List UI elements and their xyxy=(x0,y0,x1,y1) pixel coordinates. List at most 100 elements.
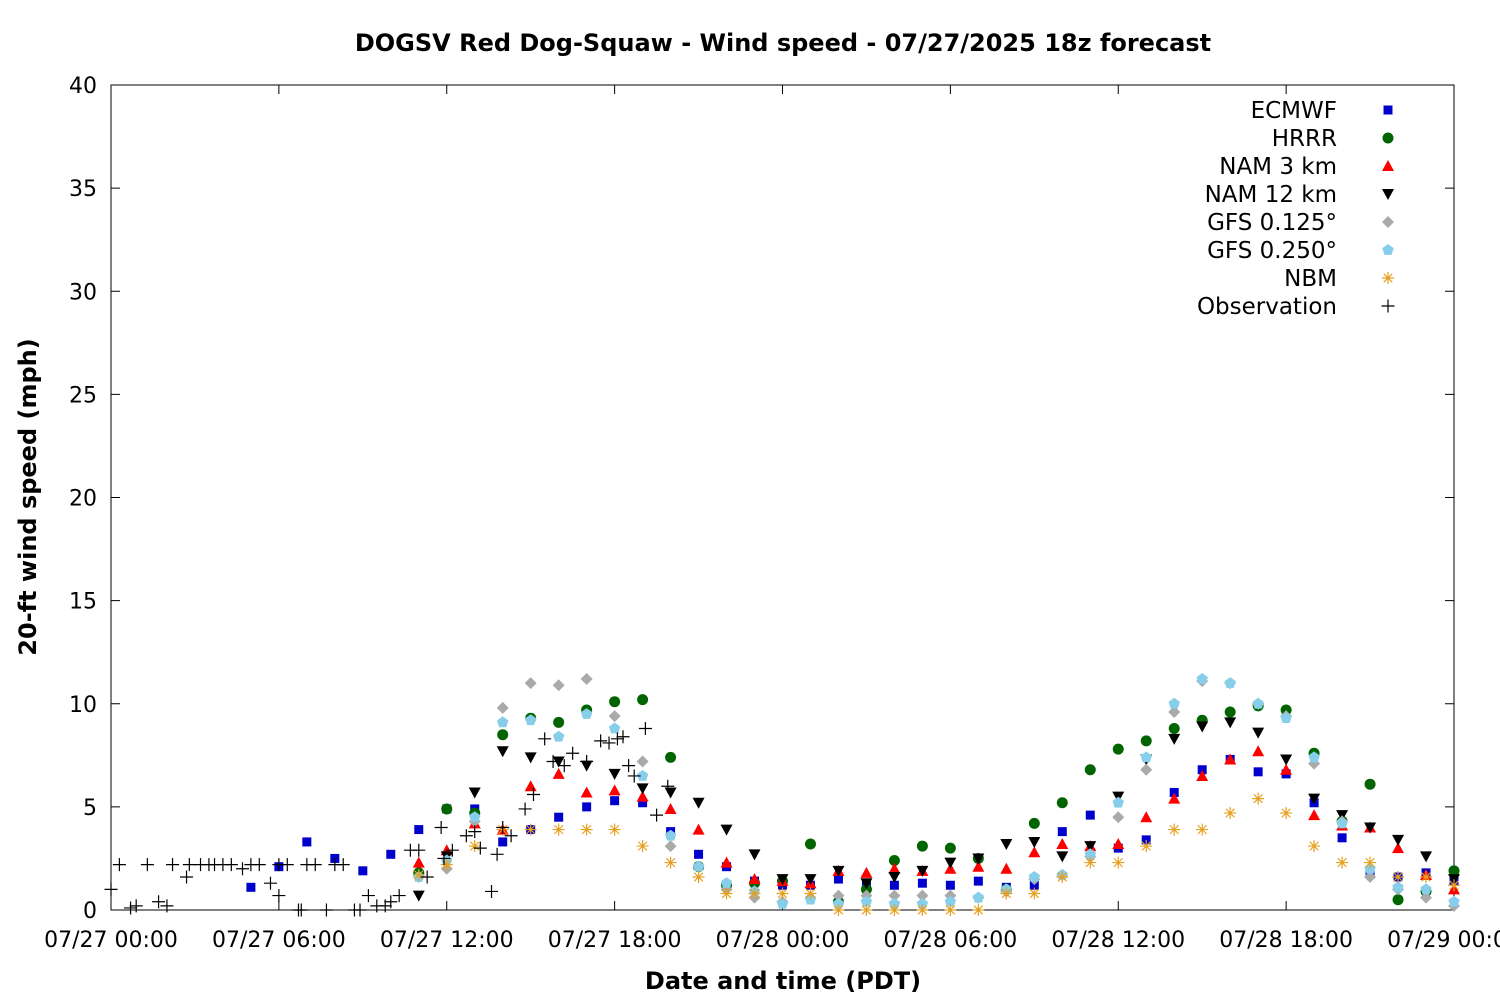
nam-12-km-point xyxy=(888,872,901,883)
x-tick-label: 07/27 12:00 xyxy=(380,928,514,953)
gfs-0-125-point xyxy=(664,840,677,853)
y-tick-label: 15 xyxy=(69,590,97,615)
gfs-0-250-point xyxy=(720,877,733,888)
observation-point xyxy=(294,903,308,917)
ecmwf-point xyxy=(694,849,704,859)
gfs-0-250-point xyxy=(1392,881,1404,893)
nam-12-km-point xyxy=(916,865,929,877)
nam-3-km-point xyxy=(636,790,649,802)
legend-marker-observation xyxy=(1381,299,1395,313)
legend-label-ecmwf: ECMWF xyxy=(1251,98,1337,124)
hrrr-point xyxy=(1140,735,1152,747)
gfs-0-250-point xyxy=(1280,712,1292,723)
y-tick-label: 35 xyxy=(69,177,97,202)
gfs-0-250-point xyxy=(636,769,649,781)
nbm-point xyxy=(1252,792,1265,805)
hrrr-point xyxy=(1280,704,1292,716)
hrrr-point xyxy=(1224,706,1236,718)
nam-12-km-point xyxy=(636,783,649,795)
y-tick-labels: 0 5 10 15 20 25 30 35 40 xyxy=(69,74,97,924)
x-tick-label: 07/27 18:00 xyxy=(548,928,682,953)
y-axis-label: 20-ft wind speed (mph) xyxy=(14,338,42,655)
gfs-0-125-point xyxy=(608,710,621,723)
nam-3-km-point xyxy=(860,866,873,878)
nbm-point xyxy=(1280,807,1293,820)
nam-12-km-point xyxy=(1196,721,1209,733)
hrrr-point xyxy=(944,842,956,854)
y-tick-label: 25 xyxy=(69,383,97,408)
observation-point xyxy=(236,862,250,876)
nam-12-km-point xyxy=(496,746,509,758)
observation-point xyxy=(445,843,459,857)
gfs-0-125-point xyxy=(636,755,649,768)
nam-3-km-point xyxy=(1168,792,1181,804)
nbm-point xyxy=(1224,807,1237,820)
observation-point xyxy=(437,851,451,865)
legend-marker-gfs-0-125 xyxy=(1382,216,1394,228)
ecmwf-point xyxy=(1169,787,1179,797)
nam-3-km-point xyxy=(692,823,705,835)
legend-marker-nam-3-km xyxy=(1382,160,1394,171)
nam-3-km-point xyxy=(1140,811,1153,823)
hrrr-point xyxy=(1168,723,1180,734)
gfs-0-125-point xyxy=(1168,706,1181,718)
observation-point xyxy=(319,903,333,917)
nam-3-km-point xyxy=(1392,842,1405,854)
observation-point xyxy=(490,847,504,861)
gfs-0-250-point xyxy=(1084,848,1096,860)
gfs-0-250-point xyxy=(1224,677,1236,688)
ecmwf-point xyxy=(414,825,424,835)
nam-12-km-point xyxy=(412,890,425,902)
observation-point xyxy=(434,821,448,834)
gfs-0-250-point xyxy=(469,811,481,822)
hrrr-point xyxy=(860,883,872,895)
nbm-point xyxy=(608,823,621,836)
observation-point xyxy=(280,858,294,872)
nbm-point xyxy=(972,904,985,916)
nam-12-km-point xyxy=(776,874,789,886)
ecmwf-point xyxy=(1253,767,1263,777)
x-tick-label: 07/28 00:00 xyxy=(716,928,850,953)
observation-point xyxy=(566,746,580,760)
observation-point xyxy=(459,829,473,843)
x-tick-label: 07/28 12:00 xyxy=(1051,928,1185,953)
y-tick-label: 40 xyxy=(69,74,97,99)
observation-point xyxy=(504,829,518,843)
legend-label-nbm: NBM xyxy=(1284,266,1337,292)
observation-point xyxy=(224,858,238,872)
legend-marker-ecmwf xyxy=(1383,105,1393,115)
nam-3-km-point xyxy=(1000,862,1013,874)
nam-3-km-point xyxy=(720,856,733,868)
observation-point xyxy=(594,734,608,748)
observation-point xyxy=(661,779,675,793)
observation-point xyxy=(468,825,482,839)
chart-title: DOGSV Red Dog-Squaw - Wind speed - 07/27… xyxy=(355,29,1211,57)
gfs-0-125-point xyxy=(888,889,901,902)
observation-point xyxy=(252,858,266,872)
gfs-0-125-point xyxy=(524,677,537,690)
ecmwf-point xyxy=(1337,833,1347,843)
nam-12-km-point xyxy=(860,878,873,890)
legend-label-gfs-0-250: GFS 0.250° xyxy=(1207,238,1337,264)
hrrr-point xyxy=(441,803,453,815)
observation-point xyxy=(496,821,510,834)
legend-label-hrrr: HRRR xyxy=(1272,126,1337,152)
data-marks xyxy=(104,673,1460,917)
gfs-0-250-point xyxy=(1308,751,1320,763)
x-tick-label: 07/28 18:00 xyxy=(1219,928,1353,953)
observation-point xyxy=(622,759,636,773)
observation-point xyxy=(336,858,350,872)
gfs-0-250-point xyxy=(1420,883,1432,895)
gfs-0-250-point xyxy=(1028,871,1040,882)
nbm-point xyxy=(664,856,677,869)
legend-marker-nbm xyxy=(1382,272,1394,284)
observation-point xyxy=(124,901,138,915)
nam-12-km-point xyxy=(468,787,481,799)
nbm-point xyxy=(776,887,789,900)
nbm-point xyxy=(524,823,537,836)
series-nam-3-km xyxy=(412,745,1460,895)
nbm-point xyxy=(580,823,593,836)
observation-point xyxy=(140,858,154,872)
gfs-0-250-point xyxy=(525,714,537,726)
